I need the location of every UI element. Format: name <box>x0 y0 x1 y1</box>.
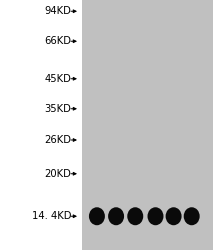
Ellipse shape <box>147 207 164 225</box>
Ellipse shape <box>166 207 181 225</box>
Ellipse shape <box>127 207 143 225</box>
Bar <box>82 0 213 250</box>
Ellipse shape <box>184 207 200 225</box>
Ellipse shape <box>89 207 105 225</box>
Text: 45KD: 45KD <box>45 74 71 84</box>
Text: 20KD: 20KD <box>45 169 71 179</box>
Text: 14. 4KD: 14. 4KD <box>32 211 71 221</box>
Text: 26KD: 26KD <box>44 135 71 145</box>
Text: 35KD: 35KD <box>45 104 71 114</box>
Text: 94KD: 94KD <box>45 6 71 16</box>
Ellipse shape <box>108 207 124 225</box>
Text: 66KD: 66KD <box>44 36 71 46</box>
